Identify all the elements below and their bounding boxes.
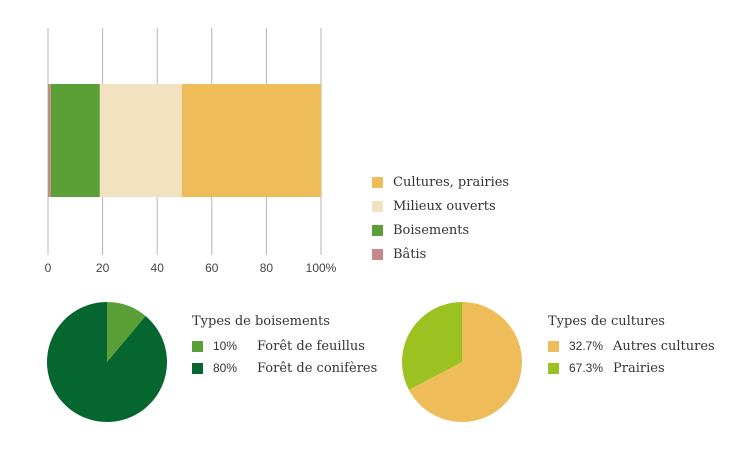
legend-label: Prairies bbox=[613, 360, 665, 376]
legend-item-prairies: 67.3% Prairies bbox=[548, 357, 715, 379]
pie-slice-2 bbox=[402, 302, 462, 390]
x-tick-label: 80 bbox=[260, 261, 274, 275]
bar-segment-2 bbox=[50, 84, 100, 197]
legend-swatch bbox=[548, 340, 559, 352]
legend-item-boisements: Boisements bbox=[372, 218, 509, 242]
legend-item-cultures: Cultures, prairies bbox=[372, 170, 509, 194]
legend-swatch bbox=[372, 176, 383, 188]
legend-item-batis: Bâtis bbox=[372, 242, 509, 266]
legend-percent: 10% bbox=[213, 339, 238, 353]
legend-swatch bbox=[372, 224, 383, 236]
legend-label: Autres cultures bbox=[613, 338, 715, 354]
bar-segment-4 bbox=[181, 84, 321, 197]
x-tick-label: 0 bbox=[45, 261, 52, 275]
x-tick-label: 20 bbox=[96, 261, 110, 275]
pie-slice-1 bbox=[107, 302, 146, 362]
pie-title: Types de cultures bbox=[548, 314, 665, 329]
x-tick-label: 40 bbox=[151, 261, 165, 275]
pie-legend-boisements: Types de boisements 10% Forêt de feuillu… bbox=[192, 314, 377, 379]
bar-segment-3 bbox=[99, 84, 182, 197]
legend-label: Forêt de feuillus bbox=[257, 338, 365, 354]
pie-slice-2 bbox=[46, 302, 167, 422]
legend-label: Milieux ouverts bbox=[393, 198, 496, 214]
legend-percent: 32.7% bbox=[569, 339, 604, 353]
x-tick-label: 100% bbox=[306, 261, 337, 275]
pie-chart-boisements bbox=[46, 302, 167, 422]
legend-label: Forêt de conifères bbox=[257, 360, 378, 376]
legend-item-feuillus: 10% Forêt de feuillus bbox=[192, 335, 377, 357]
pie-slice-1 bbox=[408, 302, 522, 422]
legend-item-milieux: Milieux ouverts bbox=[372, 194, 509, 218]
legend-item-coniferes: 80% Forêt de conifères bbox=[192, 357, 377, 379]
legend-percent: 67.3% bbox=[569, 361, 604, 375]
legend-label: Bâtis bbox=[393, 246, 427, 262]
legend-item-autres-cultures: 32.7% Autres cultures bbox=[548, 335, 715, 357]
pie-chart-cultures bbox=[402, 302, 522, 422]
legend-label: Cultures, prairies bbox=[393, 174, 510, 190]
x-tick-label: 60 bbox=[205, 261, 219, 275]
legend-swatch bbox=[192, 340, 203, 352]
legend-swatch bbox=[548, 362, 559, 374]
legend-percent: 80% bbox=[213, 361, 238, 375]
legend-swatch bbox=[372, 248, 383, 260]
legend-swatch bbox=[192, 362, 203, 374]
bar-legend: Cultures, prairies Milieux ouverts Boise… bbox=[372, 170, 509, 266]
stacked-bar-chart: 0 20 40 60 80 100% bbox=[45, 28, 337, 275]
legend-swatch bbox=[372, 200, 383, 212]
pie-title: Types de boisements bbox=[192, 314, 330, 329]
legend-label: Boisements bbox=[393, 222, 470, 238]
pie-legend-cultures: Types de cultures 32.7% Autres cultures … bbox=[548, 314, 715, 379]
bar-segment-1 bbox=[48, 84, 51, 197]
